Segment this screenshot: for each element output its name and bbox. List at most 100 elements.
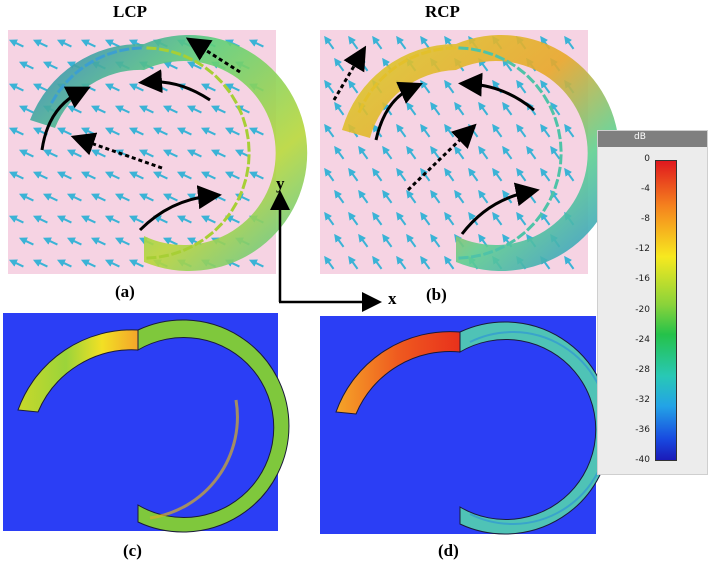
- field-arrow: [516, 123, 527, 138]
- field-arrow: [420, 167, 431, 182]
- panel-b-title: RCP: [425, 2, 460, 21]
- field-arrow: [396, 211, 407, 226]
- field-arrow: [186, 105, 202, 114]
- field-arrow: [80, 171, 96, 180]
- field-arrow: [56, 215, 72, 224]
- ring-arrow: [146, 46, 157, 51]
- ring-arrow: [64, 74, 75, 84]
- ring-arrow: [556, 129, 562, 140]
- field-arrow: [56, 39, 72, 48]
- colorbar-tick-label: -8: [641, 214, 650, 225]
- ring-arrow: [182, 244, 194, 252]
- ring-arrow: [131, 46, 142, 51]
- field-arrow: [162, 149, 178, 158]
- field-arrow: [176, 127, 192, 136]
- field-arrow: [540, 167, 551, 182]
- field-arrow: [334, 57, 345, 72]
- field-arrow: [42, 193, 58, 202]
- panel-a-label: (a): [115, 282, 135, 301]
- x-axis-label: x: [388, 289, 397, 308]
- field-arrow: [348, 211, 359, 226]
- field-arrow: [162, 237, 178, 246]
- field-arrow: [210, 105, 226, 114]
- field-arrow: [564, 123, 575, 138]
- field-arrow: [564, 167, 575, 182]
- field-arrow: [550, 101, 561, 116]
- field-arrow: [334, 189, 345, 204]
- panel-c-ring-right: [137, 319, 290, 533]
- colorbar-tick-label: -4: [641, 184, 650, 195]
- ring-arrow: [230, 201, 238, 213]
- field-arrow: [324, 255, 335, 270]
- field-arrow: [224, 171, 240, 180]
- field-arrow: [454, 101, 465, 116]
- ring-arrow: [158, 253, 170, 259]
- ring-arrow: [222, 212, 232, 223]
- field-arrow: [224, 127, 240, 136]
- field-arrow: [516, 211, 527, 226]
- field-arrow: [152, 127, 168, 136]
- field-arrow: [32, 171, 48, 180]
- ring-arrow: [74, 66, 84, 75]
- field-arrow: [114, 105, 130, 114]
- panel-b-arrow-top-arc: [458, 72, 535, 112]
- field-arrow: [444, 255, 455, 270]
- field-arrow: [540, 79, 551, 94]
- colorbar-tick-label: 0: [644, 154, 650, 164]
- colorbar-tick-label: -28: [635, 364, 650, 375]
- ring-arrow: [553, 116, 560, 128]
- ring-arrow: [50, 93, 58, 104]
- field-arrow: [348, 255, 359, 270]
- field-arrow: [382, 233, 393, 248]
- field-arrow: [550, 145, 561, 160]
- field-arrow: [162, 61, 178, 70]
- field-arrow: [324, 167, 335, 182]
- field-arrow: [8, 127, 24, 136]
- field-arrow: [18, 237, 34, 246]
- field-arrow: [186, 149, 202, 158]
- field-arrow: [152, 171, 168, 180]
- field-arrow: [540, 123, 551, 138]
- field-arrow: [396, 167, 407, 182]
- field-arrow: [104, 127, 120, 136]
- ring-arrow: [470, 47, 482, 53]
- field-arrow: [502, 101, 513, 116]
- panel-c-ring-outer-glow: [149, 399, 239, 520]
- ring-arrow: [56, 83, 66, 94]
- field-arrow: [324, 211, 335, 226]
- field-arrow: [478, 57, 489, 72]
- field-arrow: [8, 83, 24, 92]
- ring-arrow: [420, 49, 432, 56]
- field-arrow: [492, 167, 503, 182]
- field-arrow: [32, 83, 48, 92]
- field-arrow: [334, 101, 345, 116]
- panel-c-label: (c): [123, 541, 142, 560]
- field-arrow: [334, 145, 345, 160]
- ring-arrow: [482, 50, 494, 56]
- field-arrow: [8, 39, 24, 48]
- field-arrow: [42, 61, 58, 70]
- field-arrow: [382, 145, 393, 160]
- field-arrow: [42, 237, 58, 246]
- ring-arrow: [556, 166, 562, 177]
- ring-arrow: [244, 129, 250, 140]
- field-arrow: [114, 193, 130, 202]
- field-arrow: [502, 57, 513, 72]
- field-arrow: [152, 215, 168, 224]
- ring-arrow: [378, 73, 388, 83]
- field-arrow: [80, 259, 96, 268]
- field-arrow: [18, 105, 34, 114]
- ring-arrow: [494, 244, 506, 252]
- field-arrow: [420, 79, 431, 94]
- field-arrow: [478, 101, 489, 116]
- panel-a-title: LCP: [113, 2, 147, 21]
- field-arrow: [80, 215, 96, 224]
- ring-arrow: [357, 102, 365, 114]
- field-arrow: [248, 39, 264, 48]
- ring-arrow: [548, 105, 556, 116]
- ring-arrow: [214, 74, 224, 84]
- field-arrow: [444, 79, 455, 94]
- field-arrow: [186, 61, 202, 70]
- field-arrow: [420, 123, 431, 138]
- field-arrow: [18, 193, 34, 202]
